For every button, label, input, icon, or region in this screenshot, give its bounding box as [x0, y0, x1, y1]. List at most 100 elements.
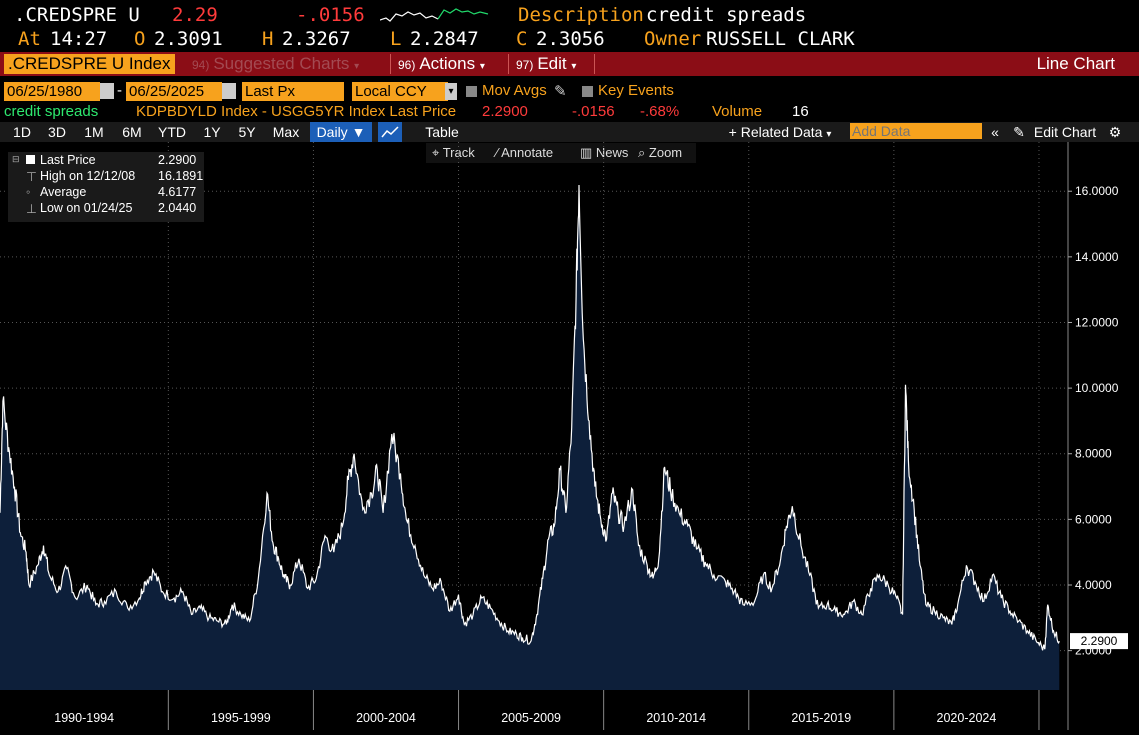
news-button[interactable]: ▥ News: [580, 143, 628, 163]
collapse-icon[interactable]: «: [991, 124, 999, 140]
track-label: Track: [442, 145, 475, 160]
menu-label: Actions: [419, 54, 476, 73]
series-pct-change: -.68%: [640, 103, 680, 120]
pencil-icon[interactable]: ✎: [554, 83, 567, 100]
crosshair-icon: ⌖: [432, 145, 440, 160]
mov-avgs-checkbox[interactable]: [466, 86, 477, 97]
calendar-icon[interactable]: [222, 83, 236, 99]
legend-avg-value: 4.6177: [158, 185, 197, 199]
calendar-icon[interactable]: [100, 83, 114, 99]
range-toolbar: 1D 3D 1M 6M YTD 1Y 5Y Max Daily ▼ Table …: [0, 122, 1139, 142]
y-tick-label: 10.0000: [1075, 381, 1119, 395]
close-label: C: [516, 28, 528, 50]
annotate-icon: ⁄: [496, 145, 499, 160]
price-line: [0, 184, 1060, 651]
series-last: 2.2900: [482, 103, 528, 120]
key-events-checkbox[interactable]: [582, 86, 593, 97]
x-tick-label: 1995-1999: [211, 711, 271, 725]
last-price: 2.29: [172, 4, 218, 26]
y-tick-label: 14.0000: [1075, 250, 1119, 264]
low-value: 2.2847: [410, 28, 479, 50]
ticker: .CREDSPRE U: [14, 4, 140, 26]
x-tick-label: 2010-2014: [646, 711, 706, 725]
series-name: credit spreads: [4, 103, 99, 120]
currency-select[interactable]: Local CCY: [352, 82, 448, 101]
at-label: At: [18, 28, 41, 50]
low-label: L: [390, 28, 402, 50]
security-tab[interactable]: .CREDSPRE U Index: [4, 54, 175, 74]
x-tick-label: 1990-1994: [54, 711, 114, 725]
actions-menu[interactable]: 96) Actions ▾: [398, 52, 485, 76]
menu-divider: [390, 54, 391, 74]
chart-toolbar: ⌖ Track ⁄ Annotate ▥ News ⌕ Zoom: [426, 143, 696, 163]
x-tick-label: 2000-2004: [356, 711, 416, 725]
close-value: 2.3056: [536, 28, 605, 50]
edit-chart-button[interactable]: Edit Chart: [1033, 124, 1097, 140]
average-marker-icon: ◦: [26, 185, 31, 199]
caret-down-icon: ▾: [571, 61, 577, 72]
edit-menu[interactable]: 97) Edit ▾: [516, 52, 576, 76]
high-value: 2.3267: [282, 28, 351, 50]
low-marker-icon: ⊥: [26, 202, 37, 216]
menu-bar: .CREDSPRE U Index 94) Suggested Charts ▾ …: [0, 52, 1139, 76]
field-select[interactable]: Last Px: [242, 82, 344, 101]
zoom-label: Zoom: [648, 145, 683, 160]
legend-low-value: 2.0440: [158, 201, 197, 215]
start-date-input[interactable]: 06/25/1980: [4, 82, 100, 101]
key-events-label: Key Events: [598, 82, 674, 99]
suggested-charts-menu[interactable]: 94) Suggested Charts ▾: [192, 52, 359, 76]
range-ytd[interactable]: YTD: [158, 124, 186, 140]
legend-high-value: 16.1891: [158, 169, 204, 183]
range-1y[interactable]: 1Y: [203, 124, 221, 140]
chevron-down-icon[interactable]: ▾: [445, 83, 457, 100]
y-tick-label: 12.0000: [1075, 315, 1119, 329]
range-max[interactable]: Max: [272, 124, 300, 140]
range-1d[interactable]: 1D: [13, 124, 31, 140]
owner: RUSSELL CLARK: [706, 28, 855, 50]
chart-type-label: Line Chart: [1036, 54, 1115, 73]
collapse-icon[interactable]: ⊟: [12, 154, 20, 164]
add-data-input[interactable]: [850, 123, 982, 139]
menu-divider: [508, 54, 509, 74]
related-data-label: Related Data: [740, 124, 823, 140]
time: 14:27: [50, 28, 108, 50]
series-formula: KDPBDYLD Index - USGG5YR Index Last Pric…: [136, 103, 457, 120]
last-value-tag: [1070, 633, 1128, 650]
legend-low-label: Low on 01/24/25: [40, 201, 133, 215]
annotate-button[interactable]: ⁄ Annotate: [496, 143, 553, 163]
legend-last-label: Last Price: [40, 153, 96, 167]
description: credit spreads: [646, 4, 807, 26]
y-tick-label: 4.0000: [1075, 578, 1112, 592]
line-chart-icon[interactable]: [378, 122, 402, 142]
pencil-icon[interactable]: ✎: [1013, 124, 1025, 140]
magnifier-icon: ⌕: [638, 145, 646, 160]
caret-down-icon: ▼: [351, 124, 366, 140]
range-1m[interactable]: 1M: [84, 124, 104, 140]
high-label: H: [262, 28, 274, 50]
series-swatch: [26, 155, 35, 164]
high-marker-icon: ⊤: [26, 170, 37, 184]
track-button[interactable]: ⌖ Track: [432, 143, 475, 163]
range-5y[interactable]: 5Y: [238, 124, 256, 140]
plus-icon: +: [728, 124, 737, 140]
description-label: Description: [518, 4, 644, 26]
open-value: 2.3091: [154, 28, 223, 50]
series-info-row: credit spreads KDPBDYLD Index - USGG5YR …: [0, 103, 1139, 121]
legend-avg-label: Average: [40, 185, 87, 199]
gear-icon[interactable]: ⚙: [1108, 124, 1122, 140]
range-3d[interactable]: 3D: [48, 124, 66, 140]
date-separator: -: [117, 82, 122, 99]
end-date-input[interactable]: 06/25/2025: [126, 82, 222, 101]
range-6m[interactable]: 6M: [122, 124, 142, 140]
frequency-select[interactable]: Daily ▼: [310, 122, 372, 142]
owner-label: Owner: [644, 28, 702, 50]
table-button[interactable]: Table: [425, 124, 459, 140]
price-area: [0, 185, 1060, 690]
menu-divider: [594, 54, 595, 74]
chart-settings-row: 06/25/1980 - 06/25/2025 Last Px Local CC…: [0, 82, 1139, 102]
last-value-label: 2.2900: [1081, 634, 1118, 648]
related-data-button[interactable]: + Related Data ▾: [718, 122, 842, 142]
annotate-label: Annotate: [501, 145, 554, 160]
zoom-button[interactable]: ⌕ Zoom: [638, 143, 682, 163]
